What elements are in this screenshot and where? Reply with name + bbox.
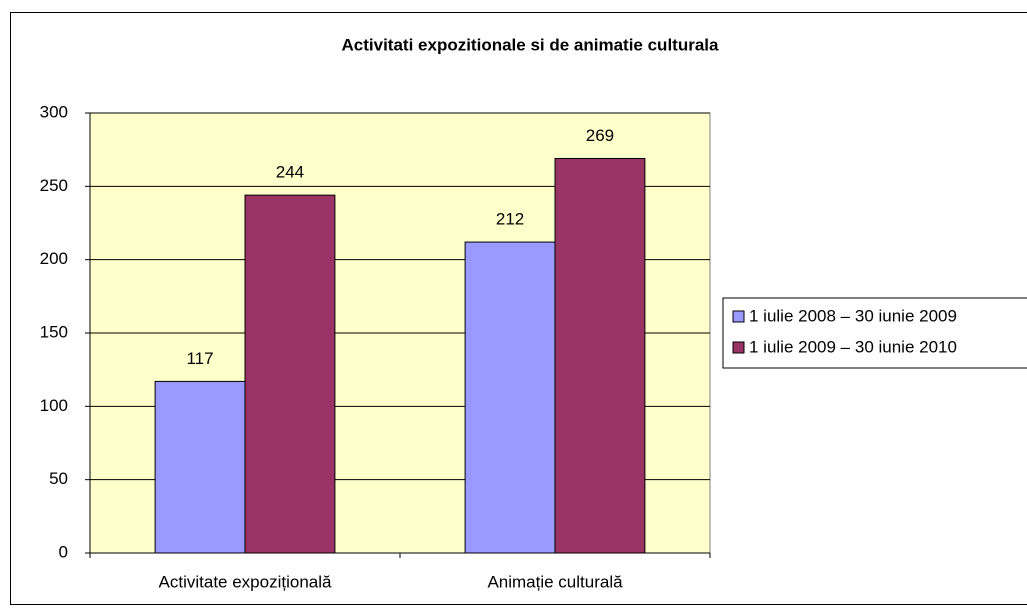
y-tick-label: 300	[40, 102, 68, 121]
bar	[554, 157, 646, 554]
bar	[464, 241, 556, 554]
y-tick-label: 100	[40, 396, 68, 415]
legend-label: 1 iulie 2008 – 30 iunie 2009	[749, 306, 957, 325]
chart-title: Activitati expozitionale si de animatie …	[342, 35, 719, 54]
y-tick-label: 250	[40, 176, 68, 195]
bar	[154, 380, 246, 554]
y-tick-label: 0	[59, 542, 68, 561]
legend-label: 1 iulie 2009 – 30 iunie 2010	[749, 337, 957, 356]
data-label: 269	[586, 126, 614, 145]
y-tick-label: 50	[49, 469, 68, 488]
data-label: 212	[496, 210, 524, 229]
legend-swatch	[732, 310, 745, 323]
x-tick-label: Activitate expozițională	[159, 572, 332, 591]
x-tick-label: Animație culturală	[487, 572, 623, 591]
data-label: 244	[276, 163, 304, 182]
bar	[244, 194, 336, 554]
legend-swatch	[732, 341, 745, 354]
legend-box	[722, 297, 1027, 369]
data-label: 117	[186, 349, 213, 368]
y-tick-label: 150	[40, 322, 68, 341]
y-tick-label: 200	[40, 249, 68, 268]
